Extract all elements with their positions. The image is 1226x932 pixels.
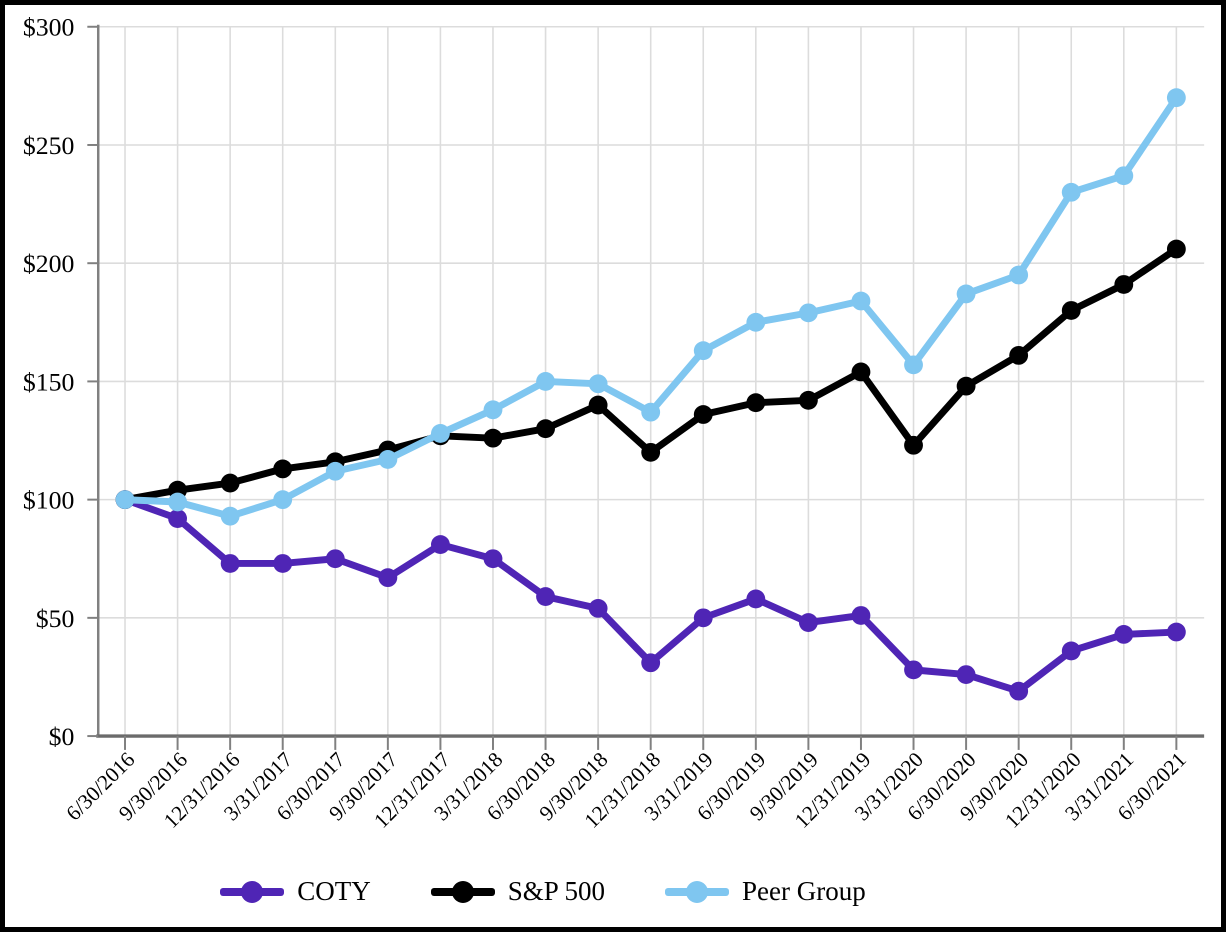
data-point-marker	[851, 606, 871, 625]
data-point-marker	[1166, 88, 1186, 108]
data-point-marker	[1061, 641, 1081, 661]
y-tick-label: $200	[23, 249, 75, 278]
data-point-marker	[1114, 275, 1134, 294]
data-point-marker	[956, 284, 976, 304]
data-point-marker	[220, 473, 240, 493]
y-tick-label: $0	[49, 722, 75, 751]
data-point-marker	[325, 549, 345, 569]
data-point-marker	[693, 608, 713, 628]
data-point-marker	[483, 549, 503, 569]
data-point-marker	[168, 492, 188, 512]
data-point-marker	[956, 376, 976, 396]
series-peer-group	[115, 88, 1186, 526]
data-point-marker	[430, 424, 450, 443]
y-axis-labels: $300 $250 $200 $150 $100 $50 $0	[23, 13, 75, 751]
data-point-marker	[483, 428, 503, 448]
data-point-marker	[273, 459, 293, 479]
data-point-marker	[1009, 346, 1029, 365]
legend-label-sp500: S&P 500	[507, 876, 606, 906]
data-point-marker	[588, 598, 608, 618]
data-point-marker	[904, 435, 923, 455]
series-s-p-500	[115, 239, 1186, 510]
data-point-marker	[1061, 301, 1081, 320]
data-point-marker	[1009, 681, 1029, 701]
chart-legend: COTY S&P 500 Peer Group	[5, 876, 1151, 906]
data-point-marker	[641, 442, 661, 462]
data-point-marker	[1114, 166, 1134, 186]
coty-line-marker-icon	[220, 880, 285, 904]
y-tick-label: $50	[36, 604, 75, 633]
data-point-marker	[378, 568, 398, 588]
data-point-marker	[378, 450, 398, 469]
data-point-marker	[746, 589, 766, 609]
legend-label-peer-group: Peer Group	[742, 876, 866, 906]
data-point-marker	[798, 390, 818, 410]
y-tick-label: $150	[23, 367, 75, 396]
data-point-marker	[1166, 622, 1186, 642]
legend-item-peer-group: Peer Group	[665, 878, 866, 905]
data-point-marker	[536, 372, 555, 391]
data-point-marker	[588, 395, 608, 415]
data-point-marker	[693, 405, 713, 424]
data-point-marker	[1061, 182, 1081, 202]
data-point-marker	[746, 393, 766, 413]
legend-item-coty: COTY	[220, 878, 371, 905]
data-point-marker	[168, 509, 188, 528]
data-point-marker	[220, 506, 240, 526]
data-point-marker	[1114, 625, 1134, 644]
data-point-marker	[851, 291, 871, 311]
data-point-marker	[483, 400, 503, 420]
data-point-marker	[956, 665, 976, 684]
data-point-marker	[536, 419, 555, 439]
data-point-marker	[641, 402, 661, 422]
y-tick-label: $100	[23, 486, 75, 515]
data-point-marker	[430, 535, 450, 554]
axes	[87, 24, 1205, 750]
data-point-marker	[220, 554, 240, 573]
data-point-marker	[904, 660, 923, 680]
data-point-marker	[1166, 239, 1186, 259]
data-point-marker	[1009, 265, 1029, 285]
data-point-marker	[746, 312, 766, 332]
x-axis-labels: 6/30/20169/30/201612/31/20163/31/20176/3…	[61, 747, 1190, 833]
y-tick-label: $250	[23, 131, 75, 160]
data-point-marker	[851, 362, 871, 382]
performance-chart-canvas: $300 $250 $200 $150 $100 $50 $06/30/20169/30/2…	[23, 13, 1205, 833]
data-point-marker	[641, 653, 661, 673]
gridlines	[98, 25, 1205, 737]
y-tick-label: $300	[23, 13, 75, 42]
data-point-marker	[536, 587, 555, 606]
peer-group-line-marker-icon	[665, 880, 730, 904]
data-point-marker	[798, 613, 818, 632]
data-point-marker	[588, 374, 608, 394]
data-point-marker	[115, 490, 135, 510]
sp500-line-marker-icon	[430, 880, 495, 904]
legend-item-sp500: S&P 500	[430, 876, 606, 906]
legend-label-coty: COTY	[297, 876, 371, 906]
data-point-marker	[325, 461, 345, 481]
series-coty	[115, 490, 1186, 701]
data-point-marker	[693, 341, 713, 361]
data-point-marker	[273, 490, 293, 510]
data-point-marker	[798, 303, 818, 323]
data-point-marker	[273, 554, 293, 573]
data-point-marker	[904, 355, 923, 375]
